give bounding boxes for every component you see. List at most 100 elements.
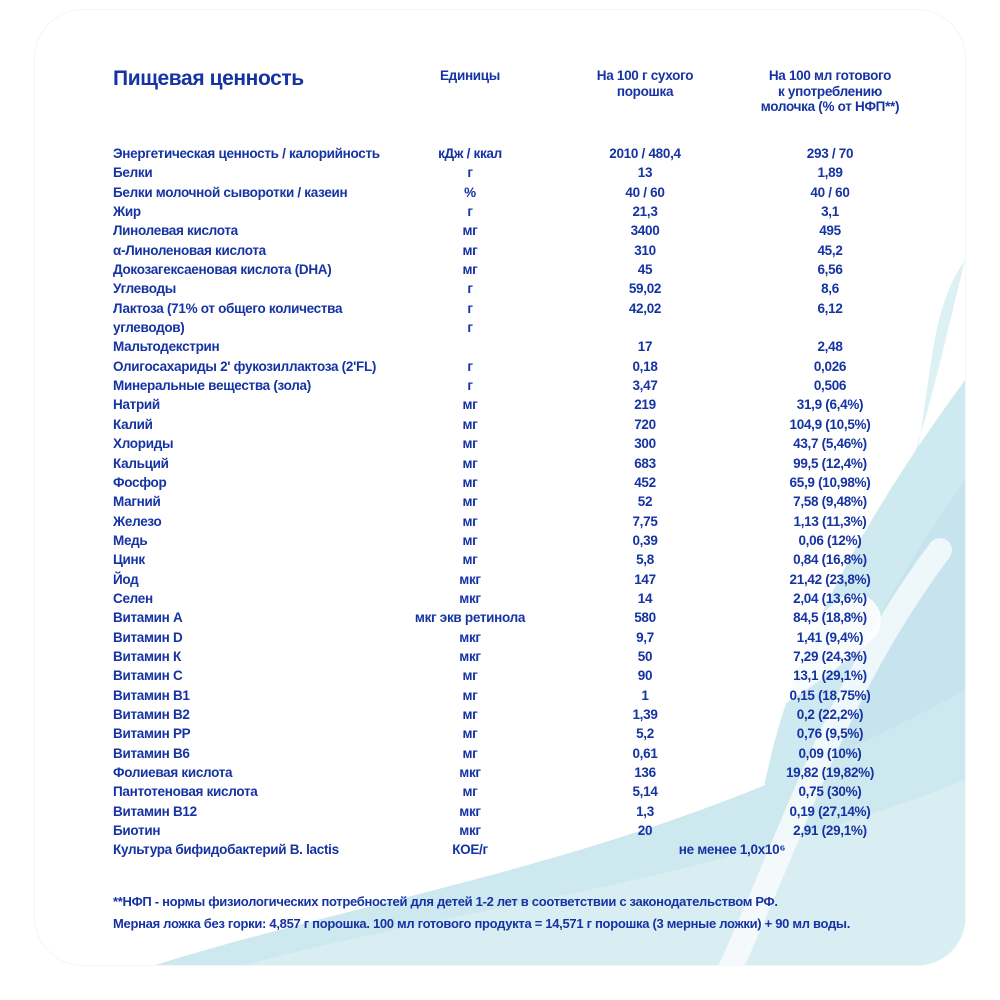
table-row: Кальций мг 683 99,5 (12,4%) — [113, 454, 917, 473]
value-per-100g: 0,61 — [632, 745, 658, 761]
value-per-100ml: 495 — [819, 223, 841, 239]
table-row: Линолевая кислота мг 3400 495 — [113, 221, 917, 240]
value-per-100g: 7,75 — [632, 513, 658, 529]
nutrient-name: Цинк — [113, 552, 145, 568]
value-per-100g: 219 — [634, 397, 656, 413]
value-per-100g: 1,39 — [632, 706, 658, 722]
table-row: Витамин К мкг 50 7,29 (24,3%) — [113, 647, 917, 666]
nutrient-unit: КОЕ/г — [452, 842, 488, 858]
table-row: Белки г 13 1,89 — [113, 163, 917, 182]
table-row: Пантотеновая кислота мг 5,14 0,75 (30%) — [113, 782, 917, 801]
table-body: Энергетическая ценность / калорийность к… — [113, 144, 917, 860]
value-per-100ml: 40 / 60 — [810, 184, 850, 200]
table-row: Витамин D мкг 9,7 1,41 (9,4%) — [113, 628, 917, 647]
nutrient-name: Железо — [113, 513, 162, 529]
nutrient-unit: мг — [462, 726, 478, 742]
table-row: Селен мкг 14 2,04 (13,6%) — [113, 589, 917, 608]
value-per-100g — [547, 318, 743, 337]
table-row: Витамин В1 мг 1 0,15 (18,75%) — [113, 686, 917, 705]
nutrient-name: углеводов) — [113, 320, 185, 336]
value-per-100g: 310 — [634, 242, 656, 258]
nutrient-name: Витамин В6 — [113, 745, 190, 761]
nutrient-unit: мг — [462, 436, 478, 452]
nutrient-unit: мкг — [459, 765, 481, 780]
value-per-100ml: 8,6 — [821, 281, 839, 297]
nutrient-unit: мг — [462, 223, 478, 239]
table-row: Олигосахариды 2' фукозиллактоза (2'FL) г… — [113, 357, 917, 376]
nutrient-name: Пантотеновая кислота — [113, 784, 258, 800]
nutrient-name: Магний — [113, 494, 161, 510]
table-row: Культура бифидобактерий B. lactis КОЕ/г … — [113, 840, 917, 859]
nutrient-unit: г — [467, 204, 473, 220]
value-per-100g: 147 — [634, 571, 656, 587]
nutrient-unit: мг — [462, 668, 478, 684]
nutrient-name: Минеральные вещества (зола) — [113, 378, 311, 394]
table-row: Углеводы г 59,02 8,6 — [113, 279, 917, 298]
value-per-100g: 50 — [637, 648, 653, 664]
nutrient-name: Лактоза (71% от общего количества — [113, 300, 343, 316]
table-row: Хлориды мг 300 43,7 (5,46%) — [113, 434, 917, 453]
value-per-100ml: 13,1 (29,1%) — [793, 668, 867, 684]
value-per-100ml: 84,5 (18,8%) — [793, 610, 867, 626]
value-per-100g: 3,47 — [632, 378, 658, 394]
value-per-100g: 0,18 — [632, 358, 658, 374]
value-per-100ml: 65,9 (10,98%) — [789, 474, 871, 490]
value-per-100g: 20 — [637, 823, 653, 839]
nutrient-unit: мкг — [459, 629, 481, 645]
nutrient-name: α-Линоленовая кислота — [113, 242, 266, 258]
nutrient-unit: мг — [462, 687, 478, 703]
value-per-100ml: 0,506 — [813, 378, 847, 394]
value-per-100g: 5,2 — [636, 726, 654, 742]
nutrient-name: Белки — [113, 165, 153, 181]
value-per-100g: 720 — [634, 416, 656, 432]
value-per-100ml: 0,06 (12%) — [798, 532, 862, 548]
nutrient-name: Витамин К — [113, 648, 181, 664]
nutrient-unit: кДж / ккал — [438, 146, 502, 161]
value-per-100g: 1,3 — [636, 803, 654, 819]
nutrient-name: Витамин В12 — [113, 803, 197, 819]
value-per-100ml: 7,58 (9,48%) — [793, 494, 867, 510]
value-per-100ml: 104,9 (10,5%) — [789, 416, 871, 432]
value-per-100ml: 2,04 (13,6%) — [793, 590, 867, 606]
table-row: Белки молочной сыворотки / казеин % 40 /… — [113, 183, 917, 202]
value-per-100ml: 2,91 (29,1%) — [793, 823, 867, 839]
table-row: Магний мг 52 7,58 (9,48%) — [113, 492, 917, 511]
value-per-100g: 683 — [634, 455, 656, 471]
nutrient-name: Биотин — [113, 823, 161, 839]
value-per-100g: 136 — [634, 765, 656, 780]
table-row: Витамин А мкг экв ретинола 580 84,5 (18,… — [113, 608, 917, 627]
nutrient-name: Фосфор — [113, 474, 167, 490]
nutrient-name: Энергетическая ценность / калорийность — [113, 146, 380, 161]
value-per-100ml: 19,82 (19,82%) — [785, 765, 875, 780]
nutrition-table: Пищевая ценность Единицы На 100 г сухого… — [113, 68, 917, 860]
column-header-per-100ml: На 100 мл готового к употреблению молочк… — [760, 68, 900, 114]
nutrient-unit: мг — [462, 242, 478, 258]
table-row: Жир г 21,3 3,1 — [113, 202, 917, 221]
nutrient-name: Олигосахариды 2' фукозиллактоза (2'FL) — [113, 358, 377, 374]
value-per-100g: 21,3 — [632, 204, 658, 220]
table-row: α-Линоленовая кислота мг 310 45,2 — [113, 241, 917, 260]
nutrient-unit: мг — [462, 455, 478, 471]
nutrient-unit: % — [464, 184, 476, 200]
nutrient-name: Витамин С — [113, 668, 183, 684]
table-row: Медь мг 0,39 0,06 (12%) — [113, 531, 917, 550]
value-per-100ml: 1,13 (11,3%) — [793, 513, 867, 529]
table-row: Натрий мг 219 31,9 (6,4%) — [113, 395, 917, 414]
value-per-100g: 42,02 — [628, 300, 662, 316]
value-per-100ml: 0,76 (9,5%) — [796, 726, 864, 742]
nutrient-unit: мг — [462, 416, 478, 432]
value-per-100ml: 7,29 (24,3%) — [793, 648, 867, 664]
nutrient-unit: мг — [462, 494, 478, 510]
value-per-100g: 45 — [637, 262, 653, 278]
nutrient-unit: г — [467, 165, 473, 181]
value-per-100ml: 45,2 — [817, 242, 843, 258]
table-row: Мальтодекстрин 17 2,48 — [113, 337, 917, 356]
nutrient-name: Мальтодекстрин — [113, 339, 220, 355]
nutrient-unit: мг — [462, 262, 478, 278]
nutrient-name: Витамин В1 — [113, 687, 190, 703]
nutrient-unit: г — [467, 378, 473, 394]
table-row: Витамин В2 мг 1,39 0,2 (22,2%) — [113, 705, 917, 724]
value-per-100g: 52 — [637, 494, 653, 510]
table-row: Витамин В12 мкг 1,3 0,19 (27,14%) — [113, 802, 917, 821]
